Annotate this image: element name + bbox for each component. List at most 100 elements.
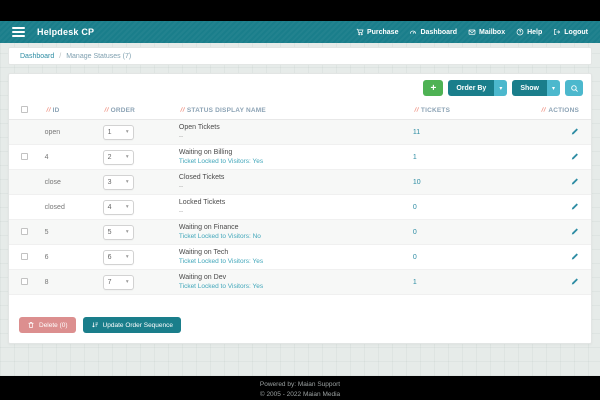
footer: Powered by: Maian Support © 2005 - 2022 … — [0, 380, 600, 399]
order-select[interactable]: 1 ▾ — [102, 124, 134, 140]
tickets-count-link[interactable]: 1 — [412, 278, 417, 286]
row-checkbox[interactable] — [21, 277, 28, 285]
edit-status-button[interactable] — [570, 177, 579, 188]
pencil-icon — [571, 277, 578, 285]
pencil-icon — [571, 127, 578, 135]
show-caret-button[interactable]: ▾ — [547, 80, 560, 96]
breadcrumb-dashboard-link[interactable]: Dashboard — [20, 52, 55, 60]
status-id: closed — [44, 203, 65, 211]
status-row: 4 2 ▾ Waiting on Billing Ticket Locked t… — [9, 145, 591, 170]
tickets-count-link[interactable]: 0 — [412, 228, 417, 236]
row-checkbox[interactable] — [21, 252, 28, 260]
column-header-tickets[interactable]: TICKETS — [412, 102, 535, 120]
sort-icon — [45, 106, 51, 115]
sort-icon — [540, 106, 547, 115]
order-select-value: 3 — [107, 178, 112, 186]
help-icon — [516, 28, 524, 36]
status-id: 8 — [44, 278, 49, 286]
chevron-down-icon: ▾ — [125, 129, 129, 135]
tickets-count-link[interactable]: 0 — [412, 253, 417, 261]
nav-item-label: Logout — [564, 28, 588, 36]
edit-status-button[interactable] — [570, 202, 579, 213]
edit-status-button[interactable] — [570, 127, 579, 138]
pencil-icon — [571, 152, 578, 160]
edit-status-button[interactable] — [570, 252, 579, 263]
edit-status-button[interactable] — [570, 152, 579, 163]
trash-icon — [28, 322, 34, 328]
order-select[interactable]: 3 ▾ — [102, 174, 134, 190]
add-status-button[interactable]: + — [423, 80, 444, 96]
card-actions: Delete (0) Update Order Sequence — [9, 307, 591, 343]
chevron-down-icon: ▾ — [125, 154, 129, 160]
nav-item-purchase[interactable]: Purchase — [356, 28, 399, 36]
show-button[interactable]: Show — [512, 80, 547, 96]
status-locked-note: -- — [178, 133, 184, 140]
dashboard-icon — [410, 30, 417, 34]
status-locked-note: Ticket Locked to Visitors: Yes — [178, 258, 264, 265]
order-by-button[interactable]: Order By — [448, 80, 495, 96]
order-select-value: 5 — [107, 228, 112, 236]
status-row: close 3 ▾ Closed Tickets -- 10 — [9, 169, 591, 195]
nav-item-mailbox[interactable]: Mailbox — [468, 28, 505, 36]
search-icon — [570, 84, 578, 92]
topbar-left: Helpdesk CP — [12, 27, 94, 37]
nav-item-dashboard[interactable]: Dashboard — [409, 28, 457, 36]
status-id: 4 — [44, 153, 49, 161]
nav-item-label: Mailbox — [479, 28, 506, 36]
footer-powered-by: Powered by: Maian Support — [259, 381, 341, 388]
status-locked-note: Ticket Locked to Visitors: Yes — [178, 158, 264, 165]
chevron-down-icon: ▾ — [125, 279, 129, 285]
order-select[interactable]: 4 ▾ — [102, 199, 134, 215]
status-display-name: Waiting on Finance — [178, 224, 239, 231]
status-row: 6 6 ▾ Waiting on Tech Ticket Locked to V… — [9, 245, 591, 270]
order-by-caret-button[interactable]: ▾ — [494, 80, 508, 96]
edit-status-button[interactable] — [570, 277, 579, 288]
chevron-down-icon: ▾ — [551, 85, 555, 92]
status-display-name: Waiting on Tech — [178, 249, 229, 256]
status-display-name: Waiting on Billing — [178, 149, 233, 156]
order-by-split-button: Order By ▾ — [448, 80, 508, 96]
row-checkbox[interactable] — [21, 227, 28, 235]
tickets-count-link[interactable]: 1 — [412, 153, 417, 161]
order-select[interactable]: 5 ▾ — [102, 224, 134, 240]
nav-item-label: Dashboard — [420, 28, 458, 36]
column-header-id[interactable]: ID — [44, 102, 103, 120]
nav-item-label: Purchase — [366, 28, 399, 36]
row-checkbox[interactable] — [21, 152, 28, 160]
nav-item-label: Help — [527, 28, 543, 36]
status-id: 5 — [44, 228, 49, 236]
delete-button[interactable]: Delete (0) — [19, 317, 76, 333]
column-header-actions: ACTIONS — [535, 102, 591, 120]
column-header-name[interactable]: STATUS DISPLAY NAME — [178, 102, 413, 120]
tickets-count-link[interactable]: 0 — [412, 203, 417, 211]
select-all-checkbox[interactable] — [21, 106, 28, 113]
app-title: Helpdesk CP — [37, 27, 95, 37]
chevron-down-icon: ▾ — [125, 179, 129, 185]
top-nav: Purchase Dashboard Mailbox Help Logout — [356, 28, 588, 36]
status-id: close — [44, 178, 61, 186]
nav-item-logout[interactable]: Logout — [553, 28, 588, 36]
status-row: 8 7 ▾ Waiting on Dev Ticket Locked to Vi… — [9, 269, 591, 295]
pencil-icon — [571, 202, 578, 210]
order-select[interactable]: 7 ▾ — [102, 274, 134, 290]
search-button[interactable] — [565, 80, 583, 96]
menu-icon[interactable] — [12, 27, 25, 37]
tickets-count-link[interactable]: 11 — [412, 128, 421, 136]
pencil-icon — [571, 252, 578, 260]
pencil-icon — [571, 227, 578, 235]
status-locked-note: -- — [178, 208, 184, 215]
order-select-value: 6 — [107, 253, 112, 261]
nav-item-help[interactable]: Help — [516, 28, 542, 36]
status-locked-note: -- — [178, 183, 184, 190]
order-select[interactable]: 6 ▾ — [102, 249, 134, 265]
chevron-down-icon: ▾ — [499, 85, 503, 92]
sort-sequence-icon — [91, 322, 98, 328]
order-select-value: 1 — [107, 128, 112, 136]
column-header-order[interactable]: ORDER — [102, 102, 179, 120]
tickets-count-link[interactable]: 10 — [412, 178, 421, 186]
update-order-sequence-button[interactable]: Update Order Sequence — [82, 317, 182, 333]
order-select[interactable]: 2 ▾ — [102, 149, 134, 165]
edit-status-button[interactable] — [570, 227, 579, 238]
status-id: open — [44, 128, 61, 136]
